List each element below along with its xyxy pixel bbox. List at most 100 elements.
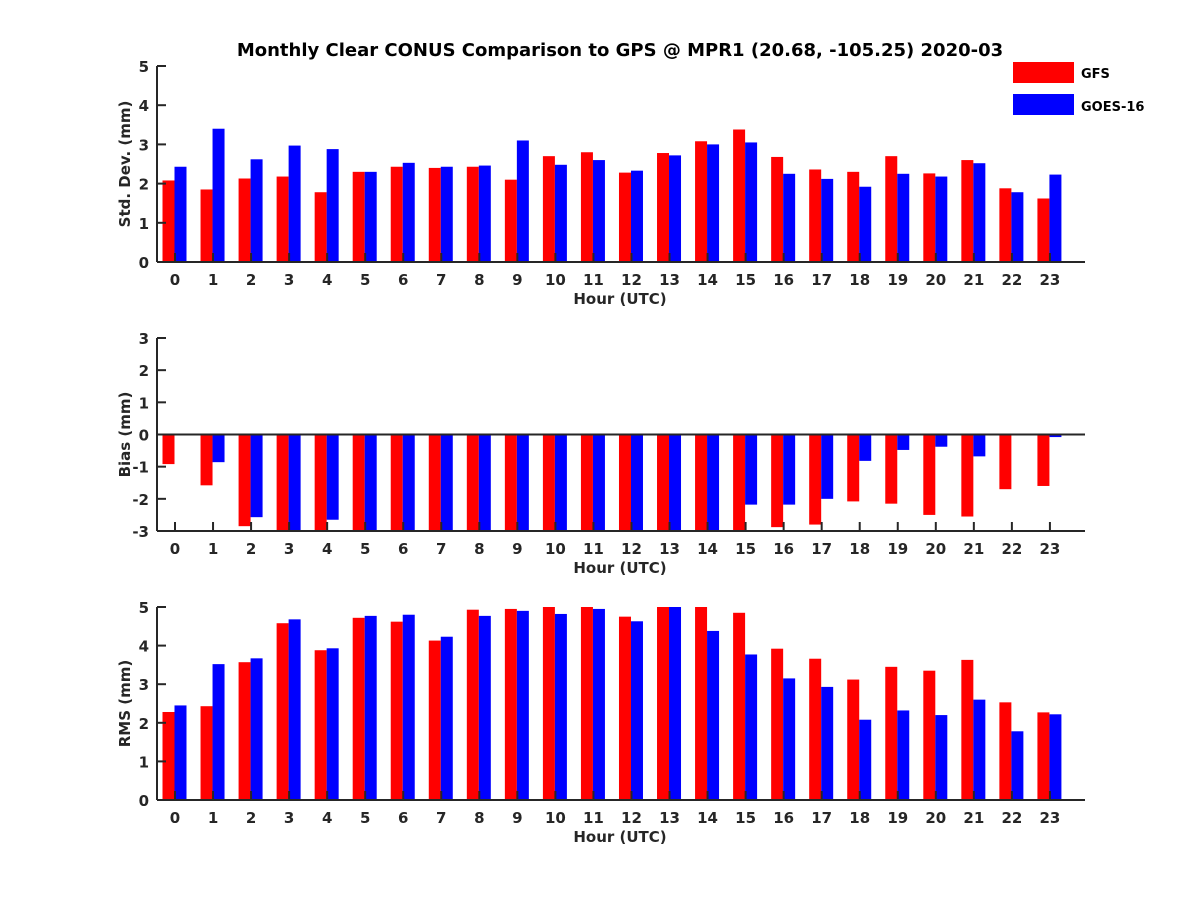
x-tick-label-rms: 17 xyxy=(811,809,832,827)
bar-bias-goes16-hour-7 xyxy=(440,434,453,531)
bar-bias-goes16-hour-14 xyxy=(707,434,720,531)
x-tick-label-rms: 18 xyxy=(849,809,870,827)
bar-stddev-gfs-hour-8 xyxy=(466,166,479,262)
bar-rms-gfs-hour-12 xyxy=(618,616,631,800)
x-tick-label-stddev: 19 xyxy=(887,271,908,289)
x-tick-label-bias: 9 xyxy=(512,540,522,558)
y-tick-label-stddev: 5 xyxy=(139,58,149,76)
bar-stddev-gfs-hour-15 xyxy=(733,129,746,262)
x-tick-label-bias: 14 xyxy=(697,540,718,558)
x-tick-label-stddev: 15 xyxy=(735,271,756,289)
bar-stddev-gfs-hour-6 xyxy=(390,166,403,262)
bar-stddev-goes16-hour-13 xyxy=(669,155,682,262)
bar-bias-goes16-hour-21 xyxy=(973,434,986,457)
y-tick-label-rms: 3 xyxy=(139,676,149,694)
bar-rms-goes16-hour-12 xyxy=(630,621,643,800)
bar-rms-goes16-hour-11 xyxy=(592,608,605,800)
bar-stddev-gfs-hour-10 xyxy=(542,156,555,262)
bar-stddev-goes16-hour-10 xyxy=(554,164,567,262)
y-tick-label-bias: -3 xyxy=(132,523,149,541)
y-axis-label-rms: RMS (mm) xyxy=(116,660,134,747)
bar-stddev-goes16-hour-12 xyxy=(630,170,643,262)
bar-stddev-goes16-hour-8 xyxy=(478,165,491,262)
x-tick-label-stddev: 5 xyxy=(360,271,370,289)
x-tick-label-stddev: 9 xyxy=(512,271,522,289)
x-tick-label-bias: 7 xyxy=(436,540,446,558)
bar-stddev-goes16-hour-11 xyxy=(592,160,605,262)
x-tick-label-rms: 21 xyxy=(963,809,984,827)
bar-stddev-goes16-hour-23 xyxy=(1049,174,1062,262)
y-tick-label-rms: 2 xyxy=(139,715,149,733)
bar-rms-gfs-hour-10 xyxy=(542,607,555,800)
x-tick-label-bias: 11 xyxy=(583,540,604,558)
bar-bias-goes16-hour-3 xyxy=(288,434,301,531)
x-tick-label-stddev: 8 xyxy=(474,271,484,289)
bar-bias-goes16-hour-8 xyxy=(478,434,491,531)
y-tick-label-bias: 1 xyxy=(139,394,149,412)
bar-bias-goes16-hour-20 xyxy=(935,434,948,447)
bar-bias-gfs-hour-23 xyxy=(1037,434,1050,486)
legend-label-gfs: GFS xyxy=(1081,67,1110,82)
x-tick-label-rms: 22 xyxy=(1001,809,1022,827)
bar-rms-goes16-hour-9 xyxy=(516,610,529,800)
bar-stddev-gfs-hour-21 xyxy=(961,160,974,262)
bar-bias-gfs-hour-12 xyxy=(618,434,631,531)
x-tick-label-stddev: 0 xyxy=(170,271,180,289)
bar-stddev-goes16-hour-20 xyxy=(935,176,948,262)
x-tick-label-stddev: 1 xyxy=(208,271,218,289)
x-tick-label-bias: 12 xyxy=(621,540,642,558)
bar-bias-goes16-hour-16 xyxy=(783,434,796,505)
bar-stddev-goes16-hour-7 xyxy=(440,166,453,262)
bar-rms-gfs-hour-21 xyxy=(961,659,974,800)
x-tick-label-rms: 15 xyxy=(735,809,756,827)
y-tick-label-stddev: 4 xyxy=(139,97,149,115)
bar-stddev-gfs-hour-20 xyxy=(923,173,936,262)
bar-rms-goes16-hour-23 xyxy=(1049,714,1062,800)
bar-bias-gfs-hour-9 xyxy=(504,434,517,531)
bar-stddev-goes16-hour-6 xyxy=(402,162,415,262)
bar-rms-goes16-hour-5 xyxy=(364,615,377,800)
bar-rms-goes16-hour-21 xyxy=(973,699,986,800)
bar-stddev-goes16-hour-1 xyxy=(212,128,225,262)
legend-swatch-gfs xyxy=(1013,62,1074,83)
bar-rms-gfs-hour-16 xyxy=(771,648,784,800)
bar-stddev-gfs-hour-0 xyxy=(162,180,175,262)
bar-rms-goes16-hour-13 xyxy=(669,607,682,800)
bar-stddev-gfs-hour-4 xyxy=(314,192,327,262)
bar-stddev-gfs-hour-19 xyxy=(885,156,898,262)
bar-bias-goes16-hour-5 xyxy=(364,434,377,531)
bar-rms-gfs-hour-3 xyxy=(276,623,289,800)
bar-rms-goes16-hour-4 xyxy=(326,648,339,800)
bar-stddev-gfs-hour-7 xyxy=(428,167,441,262)
x-tick-label-stddev: 20 xyxy=(925,271,946,289)
x-tick-label-rms: 20 xyxy=(925,809,946,827)
x-tick-label-rms: 9 xyxy=(512,809,522,827)
y-tick-label-rms: 0 xyxy=(139,792,149,810)
bar-stddev-gfs-hour-5 xyxy=(352,171,365,262)
bar-stddev-goes16-hour-19 xyxy=(897,173,910,262)
bar-rms-gfs-hour-19 xyxy=(885,666,898,800)
x-tick-label-rms: 23 xyxy=(1039,809,1060,827)
bar-rms-goes16-hour-3 xyxy=(288,619,301,800)
x-tick-label-stddev: 16 xyxy=(773,271,794,289)
x-tick-label-bias: 4 xyxy=(322,540,332,558)
x-tick-label-bias: 6 xyxy=(398,540,408,558)
bar-stddev-gfs-hour-3 xyxy=(276,176,289,262)
y-tick-label-rms: 1 xyxy=(139,753,149,771)
x-tick-label-bias: 15 xyxy=(735,540,756,558)
bar-rms-goes16-hour-22 xyxy=(1011,731,1024,800)
x-tick-label-bias: 0 xyxy=(170,540,180,558)
y-tick-label-stddev: 1 xyxy=(139,215,149,233)
bar-rms-gfs-hour-4 xyxy=(314,650,327,800)
x-tick-label-bias: 16 xyxy=(773,540,794,558)
y-tick-label-stddev: 3 xyxy=(139,136,149,154)
bar-bias-goes16-hour-2 xyxy=(250,434,263,518)
bar-stddev-goes16-hour-15 xyxy=(745,142,758,262)
bar-bias-gfs-hour-4 xyxy=(314,434,327,531)
x-tick-label-rms: 5 xyxy=(360,809,370,827)
bar-bias-goes16-hour-4 xyxy=(326,434,339,520)
chart-title: Monthly Clear CONUS Comparison to GPS @ … xyxy=(237,40,1003,61)
x-tick-label-stddev: 4 xyxy=(322,271,332,289)
bar-stddev-gfs-hour-23 xyxy=(1037,198,1050,262)
bar-bias-gfs-hour-8 xyxy=(466,434,479,531)
